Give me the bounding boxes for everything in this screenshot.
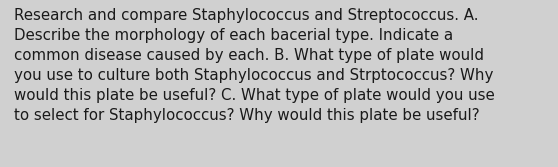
Text: Research and compare Staphylococcus and Streptococcus. A.
Describe the morpholog: Research and compare Staphylococcus and … bbox=[14, 8, 495, 123]
